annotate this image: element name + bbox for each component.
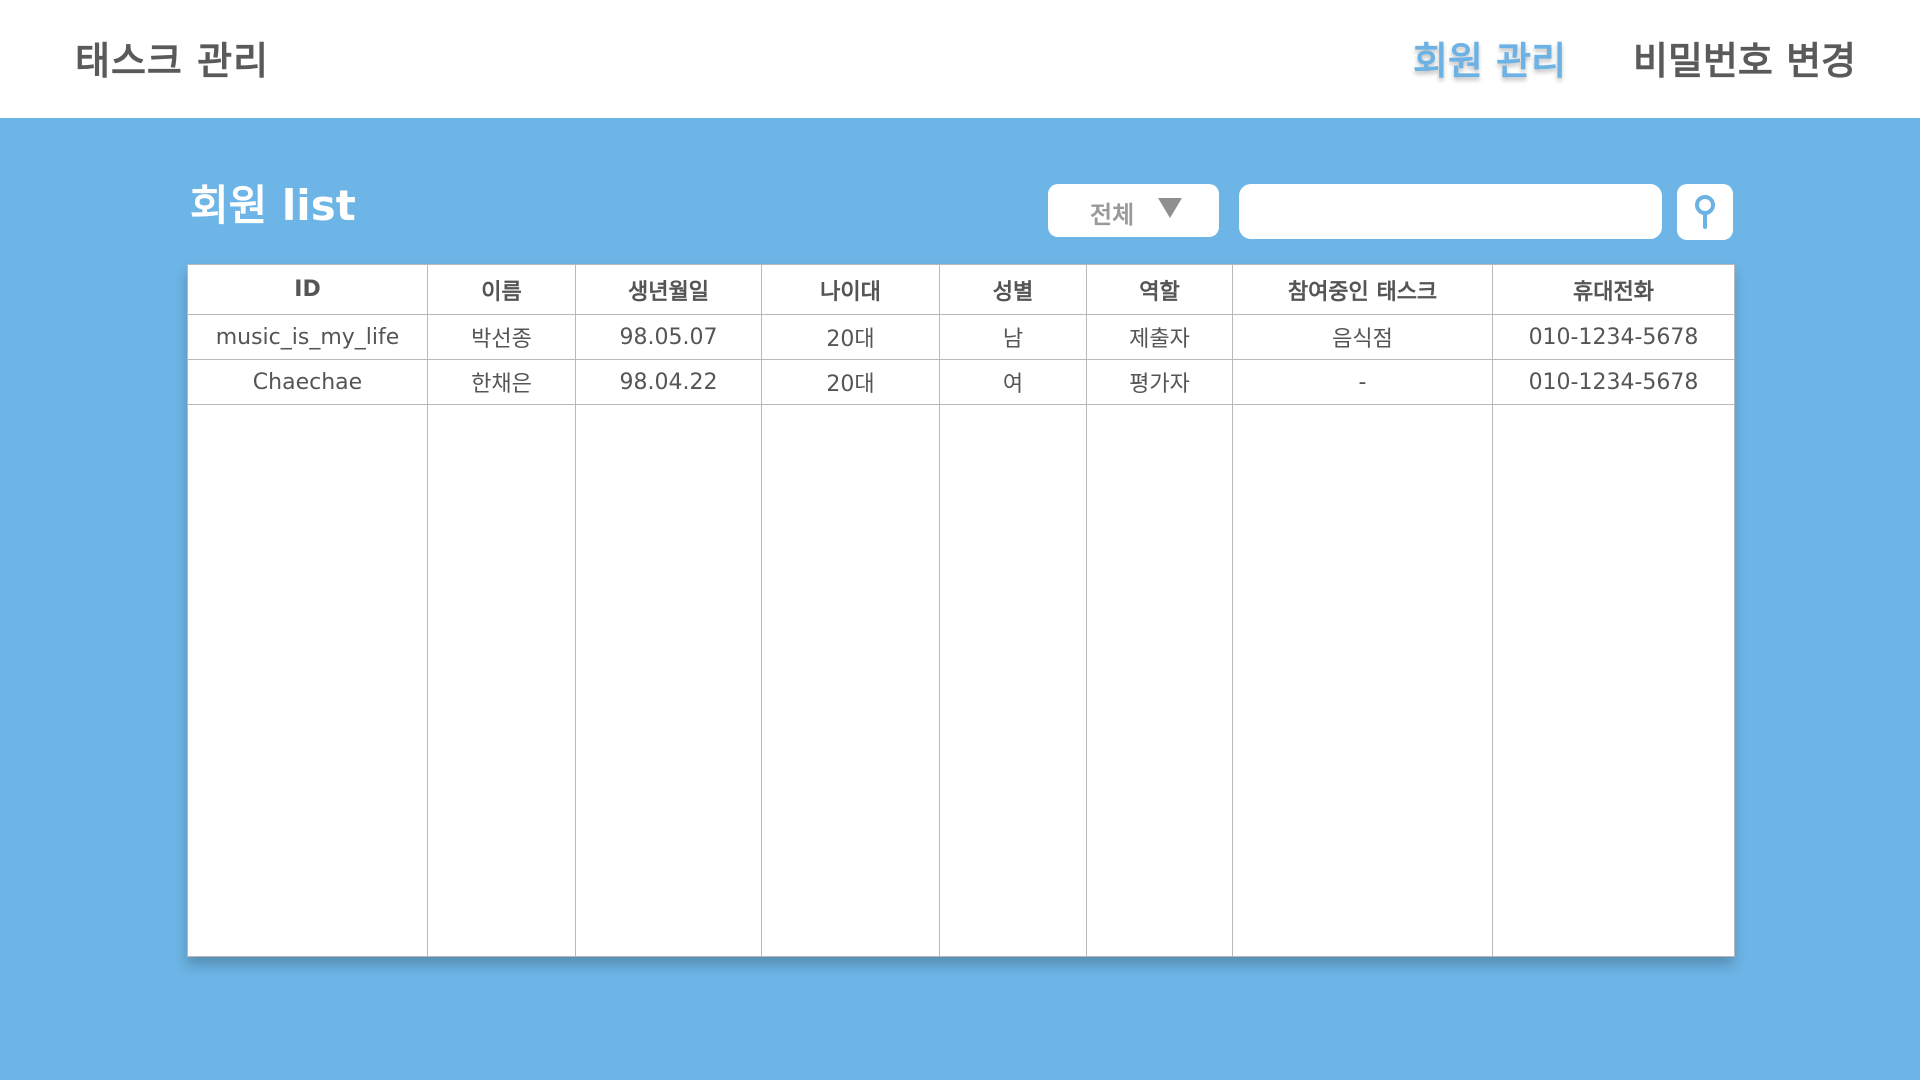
search-input[interactable] (1239, 184, 1662, 239)
empty-cell (761, 404, 940, 957)
table-row[interactable]: music_is_my_life 박선종 98.05.07 20대 남 제출자 … (187, 314, 1735, 360)
column-header-birthdate[interactable]: 생년월일 (575, 264, 762, 315)
empty-cell (427, 404, 576, 957)
cell-name: 한채은 (427, 359, 576, 405)
cell-age-group: 20대 (761, 359, 940, 405)
filter-dropdown[interactable]: 전체 (1048, 184, 1219, 237)
cell-active-task: - (1232, 359, 1493, 405)
cell-phone: 010-1234-5678 (1492, 359, 1735, 405)
cell-phone: 010-1234-5678 (1492, 314, 1735, 360)
empty-cell (187, 404, 428, 957)
empty-cell (1086, 404, 1233, 957)
cell-gender: 남 (939, 314, 1087, 360)
filter-selected-value: 전체 (1090, 201, 1135, 229)
cell-gender: 여 (939, 359, 1087, 405)
column-header-active-tasks[interactable]: 참여중인 태스크 (1232, 264, 1493, 315)
column-header-age-group[interactable]: 나이대 (761, 264, 940, 315)
cell-birthdate: 98.04.22 (575, 359, 762, 405)
cell-birthdate: 98.05.07 (575, 314, 762, 360)
empty-cell (575, 404, 762, 957)
cell-id: music_is_my_life (187, 314, 428, 360)
triangle-down-icon (1158, 198, 1182, 218)
table-row[interactable]: Chaechae 한채은 98.04.22 20대 여 평가자 - 010-12… (187, 359, 1735, 405)
table-empty-area (187, 404, 1735, 957)
empty-cell (1492, 404, 1735, 957)
top-navigation-bar: 태스크 관리 회원 관리 비밀번호 변경 (0, 0, 1920, 118)
member-table-container: ID 이름 생년월일 나이대 성별 역할 참여중인 태스크 휴대전화 music… (187, 264, 1735, 957)
nav-change-password[interactable]: 비밀번호 변경 (1633, 39, 1856, 83)
cell-id: Chaechae (187, 359, 428, 405)
page-title: 회원 list (190, 181, 356, 230)
column-header-role[interactable]: 역할 (1086, 264, 1233, 315)
column-header-id[interactable]: ID (187, 264, 428, 315)
cell-active-task: 음식점 (1232, 314, 1493, 360)
cell-name: 박선종 (427, 314, 576, 360)
cell-age-group: 20대 (761, 314, 940, 360)
app-title-link[interactable]: 태스크 관리 (75, 39, 270, 83)
column-header-name[interactable]: 이름 (427, 264, 576, 315)
nav-member-management[interactable]: 회원 관리 (1413, 39, 1567, 83)
table-header-row: ID 이름 생년월일 나이대 성별 역할 참여중인 태스크 휴대전화 (187, 264, 1735, 315)
cell-role: 제출자 (1086, 314, 1233, 360)
column-header-phone[interactable]: 휴대전화 (1492, 264, 1735, 315)
empty-cell (1232, 404, 1493, 957)
search-icon (1695, 195, 1715, 229)
column-header-gender[interactable]: 성별 (939, 264, 1087, 315)
empty-cell (939, 404, 1087, 957)
search-button[interactable] (1677, 184, 1733, 240)
member-table: ID 이름 생년월일 나이대 성별 역할 참여중인 태스크 휴대전화 music… (187, 264, 1735, 957)
cell-role: 평가자 (1086, 359, 1233, 405)
